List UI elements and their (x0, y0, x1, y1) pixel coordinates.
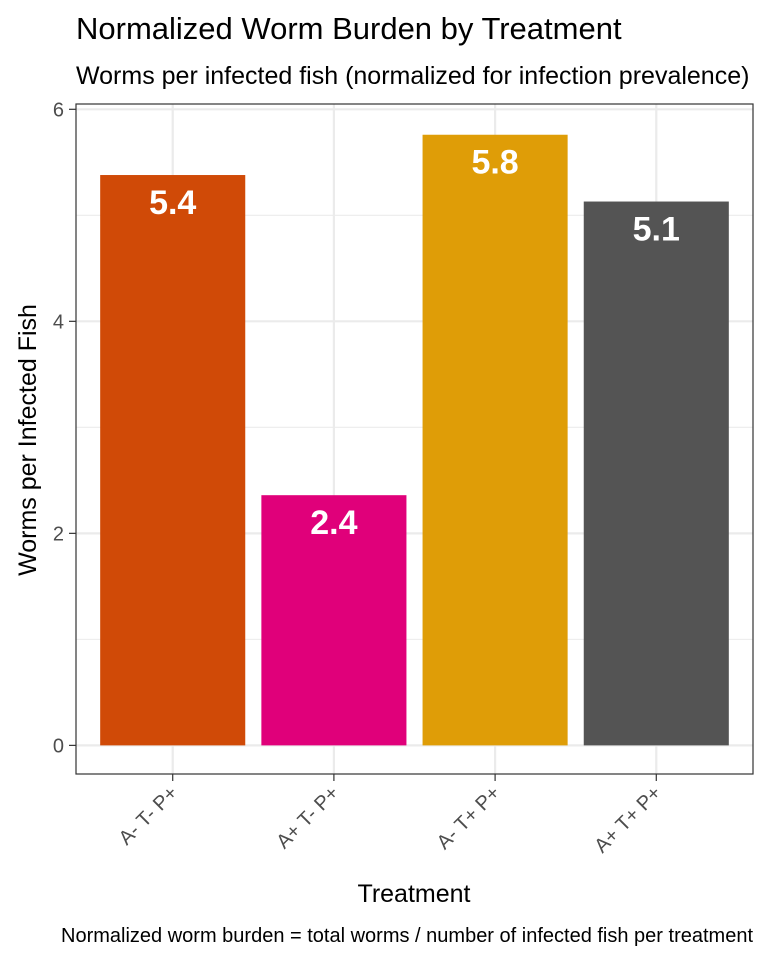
y-axis-title: Worms per Infected Fish (14, 304, 42, 576)
bar (422, 134, 568, 746)
bar-value-label: 5.8 (471, 144, 518, 182)
bar (261, 495, 407, 746)
bar-value-label: 2.4 (310, 504, 357, 542)
y-tick-label: 2 (53, 523, 64, 545)
bar (100, 175, 246, 746)
x-tick-label: A- T- P+ (115, 782, 183, 850)
y-axis: 0 2 4 6 (53, 99, 76, 757)
y-tick-label: 4 (53, 311, 64, 333)
chart-caption: Normalized worm burden = total worms / n… (61, 925, 753, 947)
bar-value-label: 5.4 (149, 184, 196, 222)
x-tick-label: A+ T+ P+ (590, 782, 665, 857)
x-tick-label: A+ T- P+ (272, 782, 343, 853)
plot-border (75, 103, 754, 775)
x-axis: A- T- P+ A+ T- P+ A- T+ P+ A+ T+ P+ (115, 774, 666, 857)
y-tick-label: 6 (53, 99, 64, 121)
bar-value-label: 5.1 (633, 211, 680, 249)
bars: 5.4 2.4 5.8 5.1 (100, 134, 729, 746)
x-tick-label: A- T+ P+ (433, 782, 505, 854)
y-tick-label: 0 (53, 735, 64, 757)
x-axis-title: Treatment (357, 880, 470, 908)
chart-title: Normalized Worm Burden by Treatment (76, 11, 622, 46)
chart-subtitle: Worms per infected fish (normalized for … (76, 62, 749, 90)
bar (583, 201, 729, 746)
